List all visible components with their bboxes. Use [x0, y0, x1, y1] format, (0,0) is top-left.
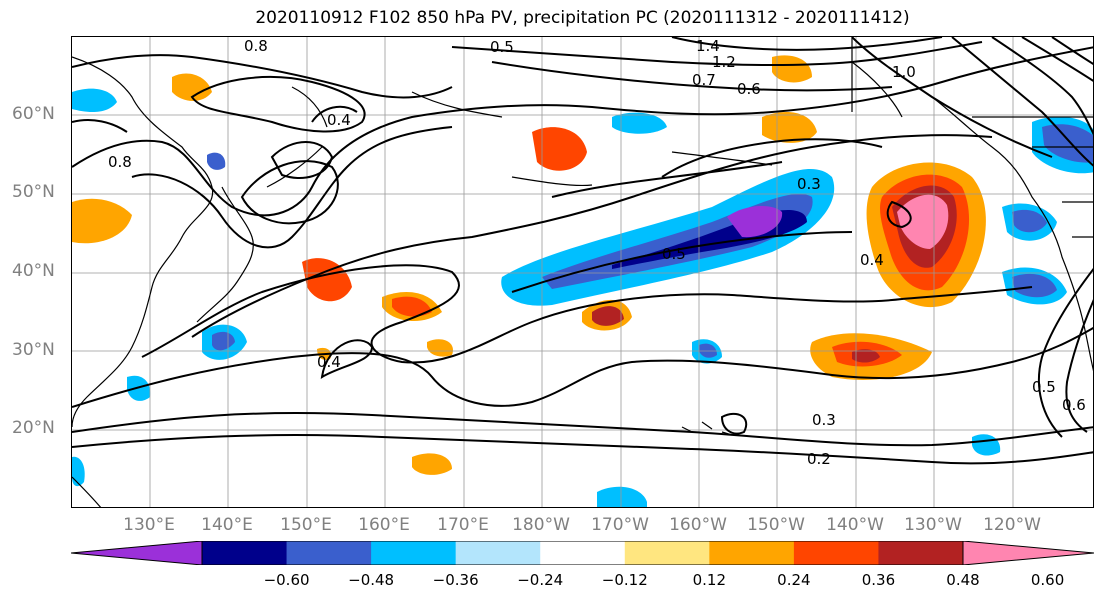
colorbar-cell: [793, 541, 879, 565]
colorbar-tick-label: −0.48: [348, 571, 395, 589]
contour-label: 0.3: [812, 411, 836, 429]
map-title: 2020110912 F102 850 hPa PV, precipitatio…: [255, 8, 910, 28]
negative-precip-oregon-core: [1012, 273, 1057, 298]
map-panel: 0.5 0.8 1.4 1.2 1.0 0.7 0.6 0.4 0.3 0.5 …: [71, 36, 1094, 508]
lat-label: 60°N: [12, 104, 55, 124]
negative-precip-west-coast-core: [1012, 209, 1047, 233]
colorbar-tick-label: 0.48: [946, 571, 980, 589]
lon-label: 160°E: [358, 515, 410, 535]
colorbar-tick-label: 0.36: [861, 571, 896, 589]
negative-precip-west-edge: [72, 456, 85, 487]
contour-label: 0.4: [317, 353, 341, 371]
contour-label: 0.6: [737, 80, 761, 98]
colorbar-cell: [709, 541, 795, 565]
contour-label: 0.2: [807, 450, 831, 468]
colorbar-cell: [624, 541, 710, 565]
negative-precip-south-1: [597, 486, 647, 507]
positive-precip-pacific-south: [412, 453, 452, 475]
positive-precip-kamchatka: [532, 127, 587, 171]
lon-label: 170°W: [591, 515, 649, 535]
colorbar: [71, 541, 1094, 565]
lat-label: 30°N: [12, 340, 55, 360]
map-canvas: 0.5 0.8 1.4 1.2 1.0 0.7 0.6 0.4 0.3 0.5 …: [72, 37, 1093, 507]
positive-precip-alaska: [762, 112, 817, 143]
colorbar-tick-label: −0.24: [517, 571, 564, 589]
lat-label: 50°N: [12, 182, 55, 202]
colorbar-tick-label: −0.60: [263, 571, 310, 589]
lon-label: 180°W: [512, 515, 570, 535]
contour-label: 0.7: [692, 71, 716, 89]
positive-precip-140w-max: [852, 349, 880, 363]
colorbar-tick-label: 0.12: [692, 571, 727, 589]
positive-precip-170w-core: [592, 306, 624, 326]
contour-label: 0.3: [797, 175, 821, 193]
contour-label: 0.5: [662, 245, 686, 263]
negative-precip-siberia: [72, 88, 117, 113]
coastlines: [72, 37, 1093, 507]
lat-label: 40°N: [12, 261, 55, 281]
contour-label: 0.6: [1062, 396, 1086, 414]
positive-precip-siberia: [172, 73, 212, 102]
contour-label: 1.0: [892, 63, 916, 81]
negative-precip-south-2: [972, 434, 1001, 456]
colorbar-extend-high: [963, 541, 1094, 565]
colorbar-tick-label: 0.60: [1030, 571, 1065, 589]
contour-label: 0.4: [327, 111, 351, 129]
contour-label: 0.8: [244, 37, 268, 55]
contour-label: 0.5: [490, 38, 514, 56]
contour-label-group: 0.5 0.8 1.4 1.2 1.0 0.7 0.6 0.4 0.3 0.5 …: [108, 37, 1086, 468]
positive-precip-bering: [772, 55, 812, 83]
contour-label: 0.8: [108, 153, 132, 171]
colorbar-cell: [371, 541, 457, 565]
colorbar-cell: [540, 541, 626, 565]
lon-label: 170°E: [437, 515, 489, 535]
lon-label: 150°W: [747, 515, 805, 535]
colorbar-cell: [286, 541, 372, 565]
positive-precip-ne-pacific-max: [897, 194, 949, 249]
lon-label: 140°W: [826, 515, 884, 535]
colorbar-extend-low: [71, 541, 202, 565]
contour-label: 1.2: [712, 53, 736, 71]
colorbar-tick-label: 0.24: [777, 571, 811, 589]
pv-contours: [72, 37, 1093, 465]
positive-precip-west: [72, 198, 132, 244]
negative-precip-hokkaido: [207, 152, 226, 170]
colorbar-cells: [71, 541, 1094, 565]
colorbar-tick-label: −0.12: [601, 571, 648, 589]
contour-label: 1.4: [696, 37, 720, 55]
contour-label: 0.5: [1032, 378, 1056, 396]
lon-label: 140°E: [201, 515, 253, 535]
precip-shading: [72, 55, 1093, 507]
colorbar-cell: [878, 541, 964, 565]
lat-label: 20°N: [12, 418, 55, 438]
positive-precip-central-core: [392, 296, 432, 317]
negative-precip-japan-core: [212, 331, 235, 351]
contour-label: 0.4: [860, 251, 884, 269]
lon-label: 130°E: [123, 515, 175, 535]
lon-label: 120°W: [983, 515, 1041, 535]
positive-precip-japan-east: [302, 258, 352, 302]
colorbar-cell: [455, 541, 541, 565]
lon-label: 130°W: [904, 515, 962, 535]
lon-label: 150°E: [280, 515, 332, 535]
negative-precip-alaska-gulf: [612, 112, 667, 134]
colorbar-cell: [202, 541, 288, 565]
negative-precip-max: [727, 205, 783, 238]
positive-precip-small-1: [427, 339, 453, 357]
colorbar-tick-label: −0.36: [432, 571, 479, 589]
lon-label: 160°W: [669, 515, 727, 535]
